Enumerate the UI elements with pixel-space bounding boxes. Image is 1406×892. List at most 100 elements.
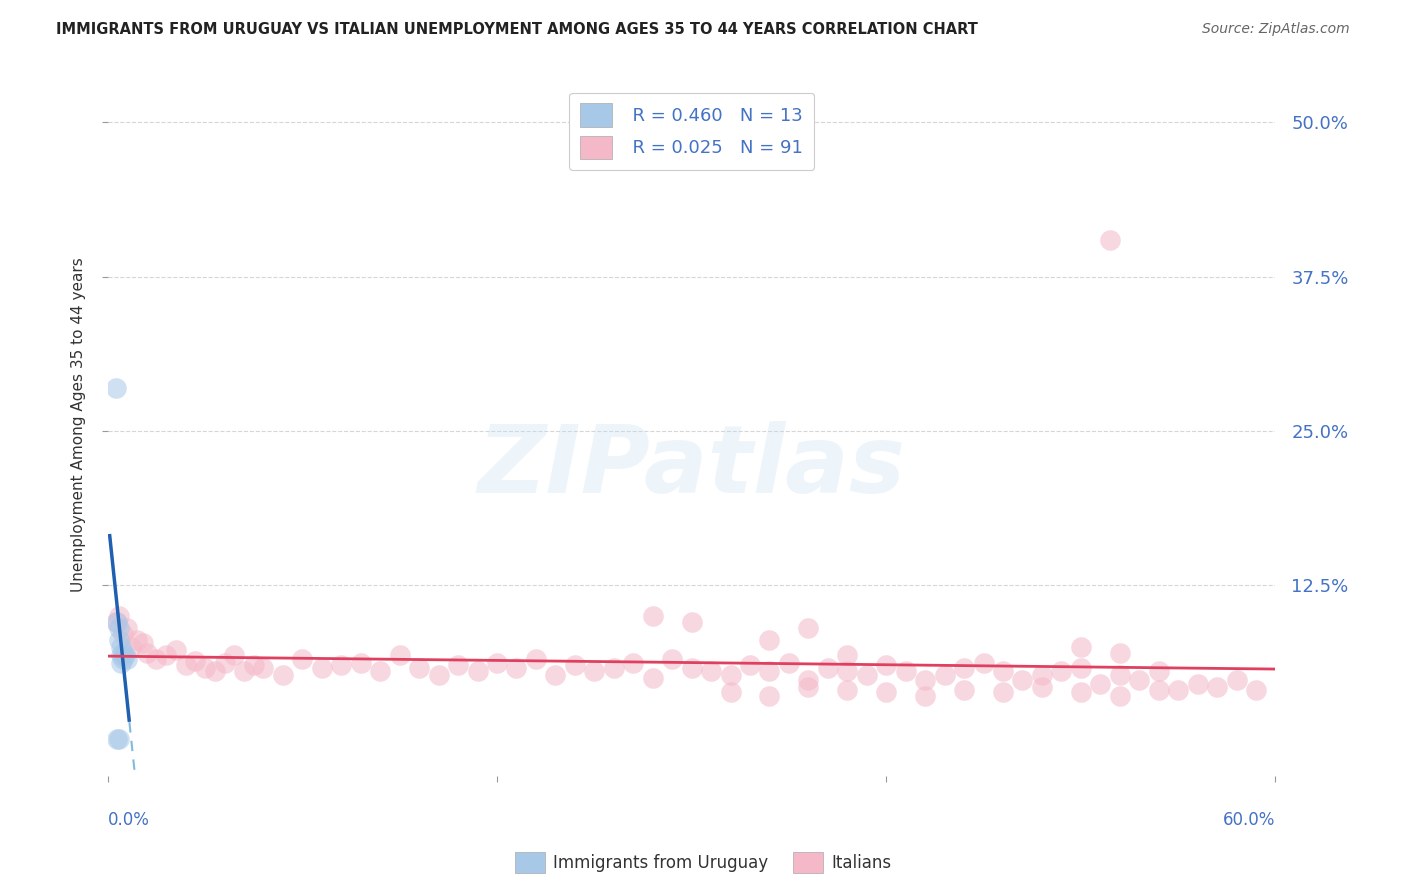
Point <box>1070 660 1092 674</box>
Point <box>738 658 761 673</box>
Point <box>953 660 976 674</box>
Point <box>758 665 780 679</box>
Point <box>104 381 127 395</box>
Point <box>1147 665 1170 679</box>
Legend:   R = 0.460   N = 13,   R = 0.025   N = 91: R = 0.460 N = 13, R = 0.025 N = 91 <box>569 93 814 169</box>
Point <box>110 640 132 654</box>
Point <box>758 689 780 703</box>
Point <box>107 732 129 747</box>
Point <box>132 636 155 650</box>
Point <box>991 665 1014 679</box>
Text: 60.0%: 60.0% <box>1223 811 1275 829</box>
Point <box>837 665 859 679</box>
Point <box>681 660 703 674</box>
Point <box>104 615 127 629</box>
Point <box>242 658 264 673</box>
Point <box>855 668 877 682</box>
Point <box>330 658 353 673</box>
Point <box>350 656 373 670</box>
Point <box>174 658 197 673</box>
Point <box>114 648 136 663</box>
Point <box>583 665 606 679</box>
Text: Source: ZipAtlas.com: Source: ZipAtlas.com <box>1202 22 1350 37</box>
Point <box>1099 233 1122 247</box>
Point <box>108 608 131 623</box>
Point <box>194 660 217 674</box>
Point <box>720 685 742 699</box>
Point <box>953 682 976 697</box>
Point <box>388 648 411 663</box>
Point <box>544 668 567 682</box>
Y-axis label: Unemployment Among Ages 35 to 44 years: Unemployment Among Ages 35 to 44 years <box>72 257 86 592</box>
Text: IMMIGRANTS FROM URUGUAY VS ITALIAN UNEMPLOYMENT AMONG AGES 35 TO 44 YEARS CORREL: IMMIGRANTS FROM URUGUAY VS ITALIAN UNEMP… <box>56 22 979 37</box>
Point <box>505 660 527 674</box>
Point <box>641 608 664 623</box>
Point <box>184 655 207 669</box>
Point <box>224 648 246 663</box>
Point <box>1050 665 1073 679</box>
Point <box>603 660 626 674</box>
Point <box>233 665 256 679</box>
Point <box>875 685 897 699</box>
Point <box>110 656 132 670</box>
Point <box>621 656 644 670</box>
Point <box>1147 682 1170 697</box>
Text: 0.0%: 0.0% <box>108 811 149 829</box>
Point <box>291 652 314 666</box>
Text: ZIPatlas: ZIPatlas <box>478 421 905 513</box>
Point <box>973 656 995 670</box>
Point <box>1206 681 1229 695</box>
Point <box>1108 689 1130 703</box>
Point <box>1244 682 1267 697</box>
Point <box>797 673 820 687</box>
Point <box>447 658 470 673</box>
Point <box>1167 682 1189 697</box>
Point <box>837 682 859 697</box>
Point <box>408 660 430 674</box>
Point <box>204 665 226 679</box>
Point <box>271 668 294 682</box>
Point <box>1108 646 1130 660</box>
Point <box>125 633 148 648</box>
Point <box>934 668 956 682</box>
Point <box>311 660 333 674</box>
Point <box>165 643 187 657</box>
Point <box>368 665 391 679</box>
Point <box>837 648 859 663</box>
Point <box>894 665 917 679</box>
Point <box>797 621 820 635</box>
Point <box>681 615 703 629</box>
Point <box>1128 673 1150 687</box>
Point <box>1011 673 1033 687</box>
Point <box>110 648 132 663</box>
Point <box>524 652 547 666</box>
Point <box>155 648 177 663</box>
Point <box>875 658 897 673</box>
Point <box>120 640 142 654</box>
Point <box>1187 676 1209 690</box>
Point <box>641 671 664 685</box>
Point <box>214 656 236 670</box>
Point <box>1108 668 1130 682</box>
Point <box>1090 676 1112 690</box>
Point <box>112 652 135 666</box>
Point <box>108 621 131 635</box>
Point <box>817 660 839 674</box>
Point <box>564 658 586 673</box>
Point <box>112 627 135 641</box>
Point <box>108 633 131 648</box>
Point <box>112 646 135 660</box>
Point <box>108 732 131 747</box>
Point <box>797 681 820 695</box>
Point <box>1070 685 1092 699</box>
Point <box>700 665 723 679</box>
Point <box>115 652 138 666</box>
Point <box>914 673 936 687</box>
Point <box>914 689 936 703</box>
Point <box>252 660 274 674</box>
Legend: Immigrants from Uruguay, Italians: Immigrants from Uruguay, Italians <box>508 846 898 880</box>
Point <box>991 685 1014 699</box>
Point <box>1031 668 1053 682</box>
Point <box>758 633 780 648</box>
Point <box>778 656 800 670</box>
